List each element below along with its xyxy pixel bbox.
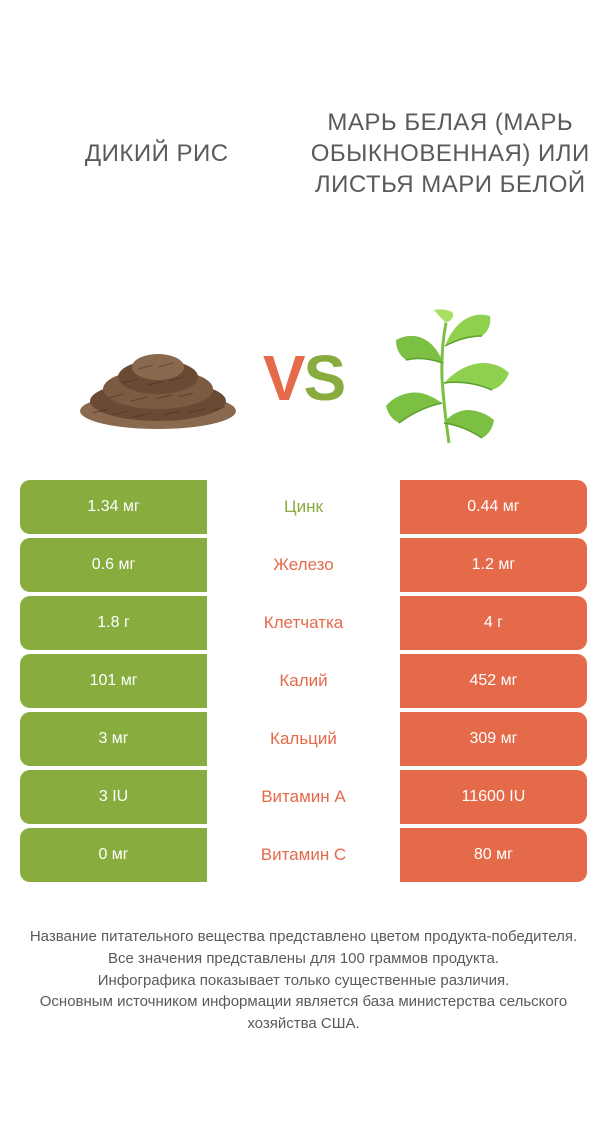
cell-nutrient: Цинк [207, 480, 400, 534]
cell-right: 452 мг [400, 654, 587, 708]
cell-nutrient: Клетчатка [207, 596, 400, 650]
table-row: 101 мгКалий452 мг [20, 654, 587, 708]
vs-label: VS [263, 341, 344, 415]
cell-right: 11600 IU [400, 770, 587, 824]
cell-nutrient: Калий [207, 654, 400, 708]
table-row: 1.8 гКлетчатка4 г [20, 596, 587, 650]
table-row: 1.34 мгЦинк0.44 мг [20, 480, 587, 534]
cell-right: 309 мг [400, 712, 587, 766]
comparison-table: 1.34 мгЦинк0.44 мг0.6 мгЖелезо1.2 мг1.8 … [0, 480, 607, 882]
cell-left: 3 IU [20, 770, 207, 824]
cell-left: 1.8 г [20, 596, 207, 650]
cell-left: 3 мг [20, 712, 207, 766]
cell-nutrient: Витамин A [207, 770, 400, 824]
footer-line-3: Инфографика показывает только существенн… [20, 970, 587, 992]
footer-line-2: Все значения представлены для 100 граммо… [20, 948, 587, 970]
header: ДИКИЙ РИС МАРЬ БЕЛАЯ (МАРЬ ОБЫКНОВЕННАЯ)… [0, 0, 607, 295]
cell-nutrient: Витамин C [207, 828, 400, 882]
footer-line-1: Название питательного вещества представл… [20, 926, 587, 948]
product-right-col: МАРЬ БЕЛАЯ (МАРЬ ОБЫКНОВЕННАЯ) ИЛИ ЛИСТЬ… [304, 107, 598, 201]
cell-right: 80 мг [400, 828, 587, 882]
lambsquarters-icon [364, 308, 534, 448]
table-row: 0 мгВитамин C80 мг [20, 828, 587, 882]
vs-s: S [304, 342, 345, 414]
cell-right: 0.44 мг [400, 480, 587, 534]
product-left-col: ДИКИЙ РИС [10, 138, 304, 169]
cell-left: 0 мг [20, 828, 207, 882]
cell-right: 1.2 мг [400, 538, 587, 592]
vs-v: V [263, 342, 304, 414]
product-right-title: МАРЬ БЕЛАЯ (МАРЬ ОБЫКНОВЕННАЯ) ИЛИ ЛИСТЬ… [304, 107, 598, 201]
wild-rice-icon [73, 323, 243, 433]
cell-nutrient: Железо [207, 538, 400, 592]
product-right-image [359, 313, 539, 443]
product-left-title: ДИКИЙ РИС [10, 138, 304, 169]
cell-nutrient: Кальций [207, 712, 400, 766]
table-row: 0.6 мгЖелезо1.2 мг [20, 538, 587, 592]
cell-right: 4 г [400, 596, 587, 650]
footer-line-4: Основным источником информации является … [20, 991, 587, 1035]
table-row: 3 мгКальций309 мг [20, 712, 587, 766]
footer: Название питательного вещества представл… [0, 886, 607, 1055]
cell-left: 1.34 мг [20, 480, 207, 534]
product-left-image [68, 313, 248, 443]
cell-left: 0.6 мг [20, 538, 207, 592]
table-row: 3 IUВитамин A11600 IU [20, 770, 587, 824]
images-row: VS [0, 295, 607, 480]
cell-left: 101 мг [20, 654, 207, 708]
